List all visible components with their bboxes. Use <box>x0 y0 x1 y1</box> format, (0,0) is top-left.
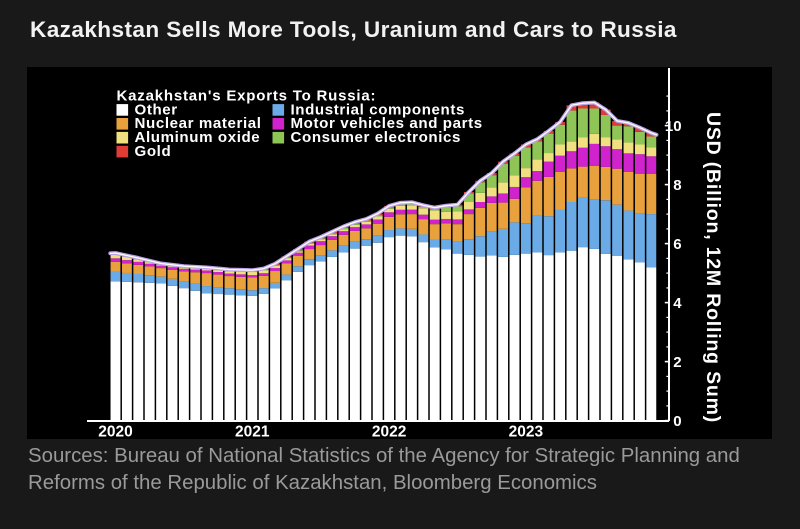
svg-text:2022: 2022 <box>372 424 406 440</box>
svg-text:Motor vehicles and parts: Motor vehicles and parts <box>291 115 483 132</box>
svg-text:2023: 2023 <box>509 424 544 440</box>
svg-text:6: 6 <box>673 236 681 253</box>
svg-text:Other: Other <box>135 101 178 118</box>
svg-text:0: 0 <box>673 413 681 430</box>
svg-text:2021: 2021 <box>235 424 270 440</box>
svg-text:4: 4 <box>673 295 682 312</box>
svg-text:Aluminum oxide: Aluminum oxide <box>135 129 261 146</box>
svg-text:2020: 2020 <box>98 424 132 440</box>
svg-text:Nuclear material: Nuclear material <box>135 115 262 132</box>
svg-text:Industrial components: Industrial components <box>291 101 465 118</box>
svg-text:8: 8 <box>673 177 681 194</box>
svg-text:USD (Billion, 12M Rolling Sum): USD (Billion, 12M Rolling Sum) <box>702 112 724 423</box>
svg-text:Consumer electronics: Consumer electronics <box>291 129 462 146</box>
svg-text:2: 2 <box>673 354 681 371</box>
svg-text:Kazakhstan's Exports To Russia: Kazakhstan's Exports To Russia: <box>117 88 377 105</box>
svg-text:10: 10 <box>665 118 682 135</box>
svg-text:Gold: Gold <box>135 143 172 160</box>
